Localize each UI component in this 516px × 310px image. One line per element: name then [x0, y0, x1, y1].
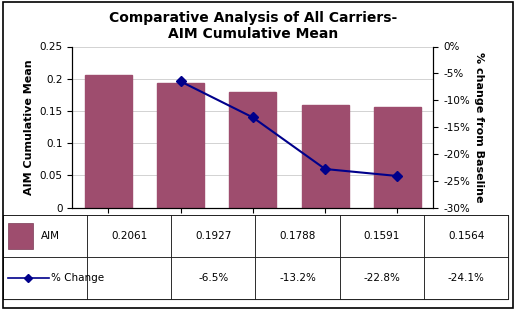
Text: 0.1564: 0.1564 — [448, 231, 485, 241]
Bar — [424, 215, 508, 257]
Bar — [171, 257, 255, 299]
Bar — [340, 257, 424, 299]
Text: AIM: AIM — [41, 231, 60, 241]
Bar — [255, 257, 340, 299]
Bar — [230, 92, 277, 208]
Bar — [301, 105, 349, 208]
Bar — [8, 223, 33, 249]
Text: 0.1788: 0.1788 — [279, 231, 316, 241]
Text: -24.1%: -24.1% — [448, 273, 485, 283]
Text: -22.8%: -22.8% — [363, 273, 400, 283]
Bar — [374, 107, 421, 208]
Bar — [85, 75, 132, 208]
Text: -6.5%: -6.5% — [198, 273, 229, 283]
Text: 0.2061: 0.2061 — [111, 231, 147, 241]
Bar — [87, 215, 171, 257]
Bar — [171, 215, 255, 257]
Bar — [3, 215, 87, 257]
Bar — [157, 83, 204, 208]
Text: -13.2%: -13.2% — [279, 273, 316, 283]
Bar — [255, 215, 340, 257]
Y-axis label: % change from Baseline: % change from Baseline — [474, 52, 484, 202]
Text: % Change: % Change — [51, 273, 104, 283]
Text: 0.1591: 0.1591 — [364, 231, 400, 241]
Y-axis label: AIM Cumulative Mean: AIM Cumulative Mean — [24, 59, 34, 195]
Bar — [424, 257, 508, 299]
Bar — [340, 215, 424, 257]
Bar — [3, 257, 87, 299]
Title: Comparative Analysis of All Carriers-
AIM Cumulative Mean: Comparative Analysis of All Carriers- AI… — [109, 11, 397, 41]
Bar — [87, 257, 171, 299]
Text: 0.1927: 0.1927 — [195, 231, 232, 241]
